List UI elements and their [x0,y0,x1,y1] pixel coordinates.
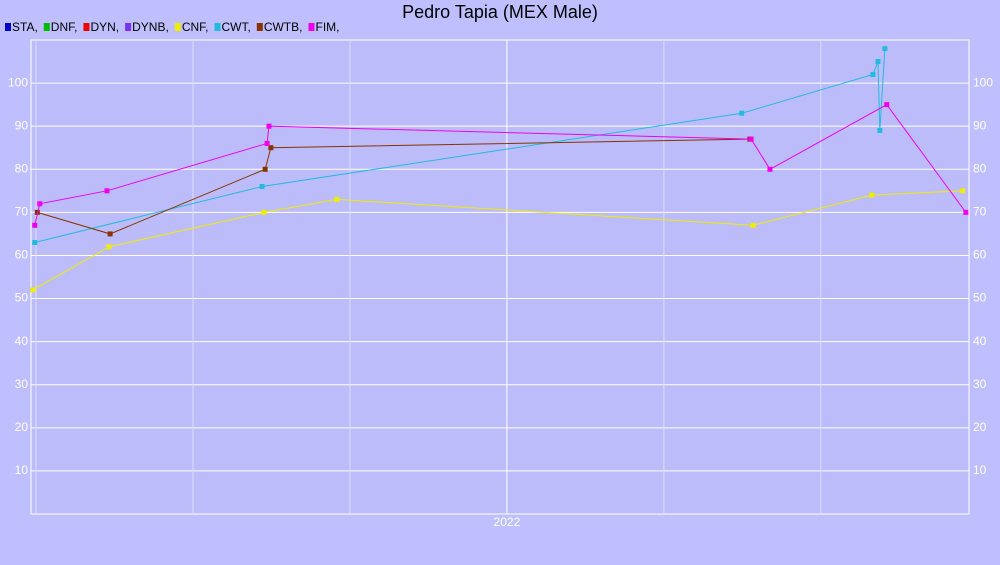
y-tick-label-right: 10 [973,463,987,477]
data-point [767,166,773,172]
y-tick-label: 40 [15,334,29,348]
data-point [266,123,272,129]
data-point [870,71,876,77]
data-point [104,188,110,194]
data-point [264,140,270,146]
y-tick-label: 60 [15,248,29,262]
data-point [261,209,267,215]
y-tick-label-right: 50 [973,291,987,305]
legend-swatch [43,23,50,31]
data-point [739,110,745,116]
data-point [268,145,274,151]
data-point [259,184,265,190]
y-tick-label-right: 70 [973,205,987,219]
data-point [37,201,43,207]
y-tick-label: 30 [15,377,29,391]
y-tick-label: 90 [15,118,29,132]
data-point [106,244,112,250]
data-point [262,166,268,172]
data-point [877,127,883,133]
data-point [882,46,888,52]
data-point [963,209,969,215]
y-tick-label-right: 20 [973,420,987,434]
legend-label: DNF, [51,20,78,34]
data-point [107,231,113,237]
legend-label: CNF, [182,20,209,34]
y-tick-label: 70 [15,205,29,219]
y-tick-label-right: 40 [973,334,987,348]
data-point [884,102,890,108]
legend-label: DYNB, [132,20,169,34]
legend-swatch [256,23,263,31]
legend-swatch [308,23,315,31]
y-tick-label-right: 90 [973,118,987,132]
y-tick-label-right: 100 [973,75,993,89]
chart-title: Pedro Tapia (MEX Male) [402,2,598,22]
y-tick-label: 50 [15,291,29,305]
data-point [748,136,754,142]
data-point [869,192,875,198]
y-tick-label: 10 [15,463,29,477]
y-tick-label-right: 60 [973,248,987,262]
y-tick-label: 80 [15,161,29,175]
legend-swatch [83,23,90,31]
data-point [32,222,38,228]
y-tick-label-right: 80 [973,161,987,175]
legend-swatch [125,23,132,31]
data-point [750,222,756,228]
legend-swatch [214,23,221,31]
data-point [875,59,881,65]
x-tick-label: 2022 [494,515,521,529]
legend-label: STA, [12,20,38,34]
legend-swatch [5,23,11,31]
plot-area [30,39,970,515]
legend-label: FIM, [315,20,339,34]
y-tick-label: 100 [8,75,28,89]
data-point [32,240,38,246]
data-point [334,196,340,202]
legend-label: CWT, [221,20,250,34]
data-point [30,287,36,293]
legend-swatch [174,23,181,31]
data-point [960,188,966,194]
legend-label: DYN, [90,20,119,34]
y-tick-label-right: 30 [973,377,987,391]
legend-label: CWTB, [264,20,303,34]
y-tick-label: 20 [15,420,29,434]
